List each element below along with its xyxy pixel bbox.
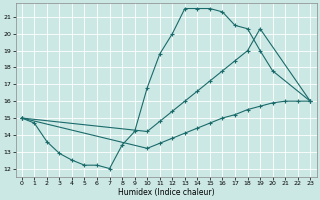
X-axis label: Humidex (Indice chaleur): Humidex (Indice chaleur): [118, 188, 214, 197]
